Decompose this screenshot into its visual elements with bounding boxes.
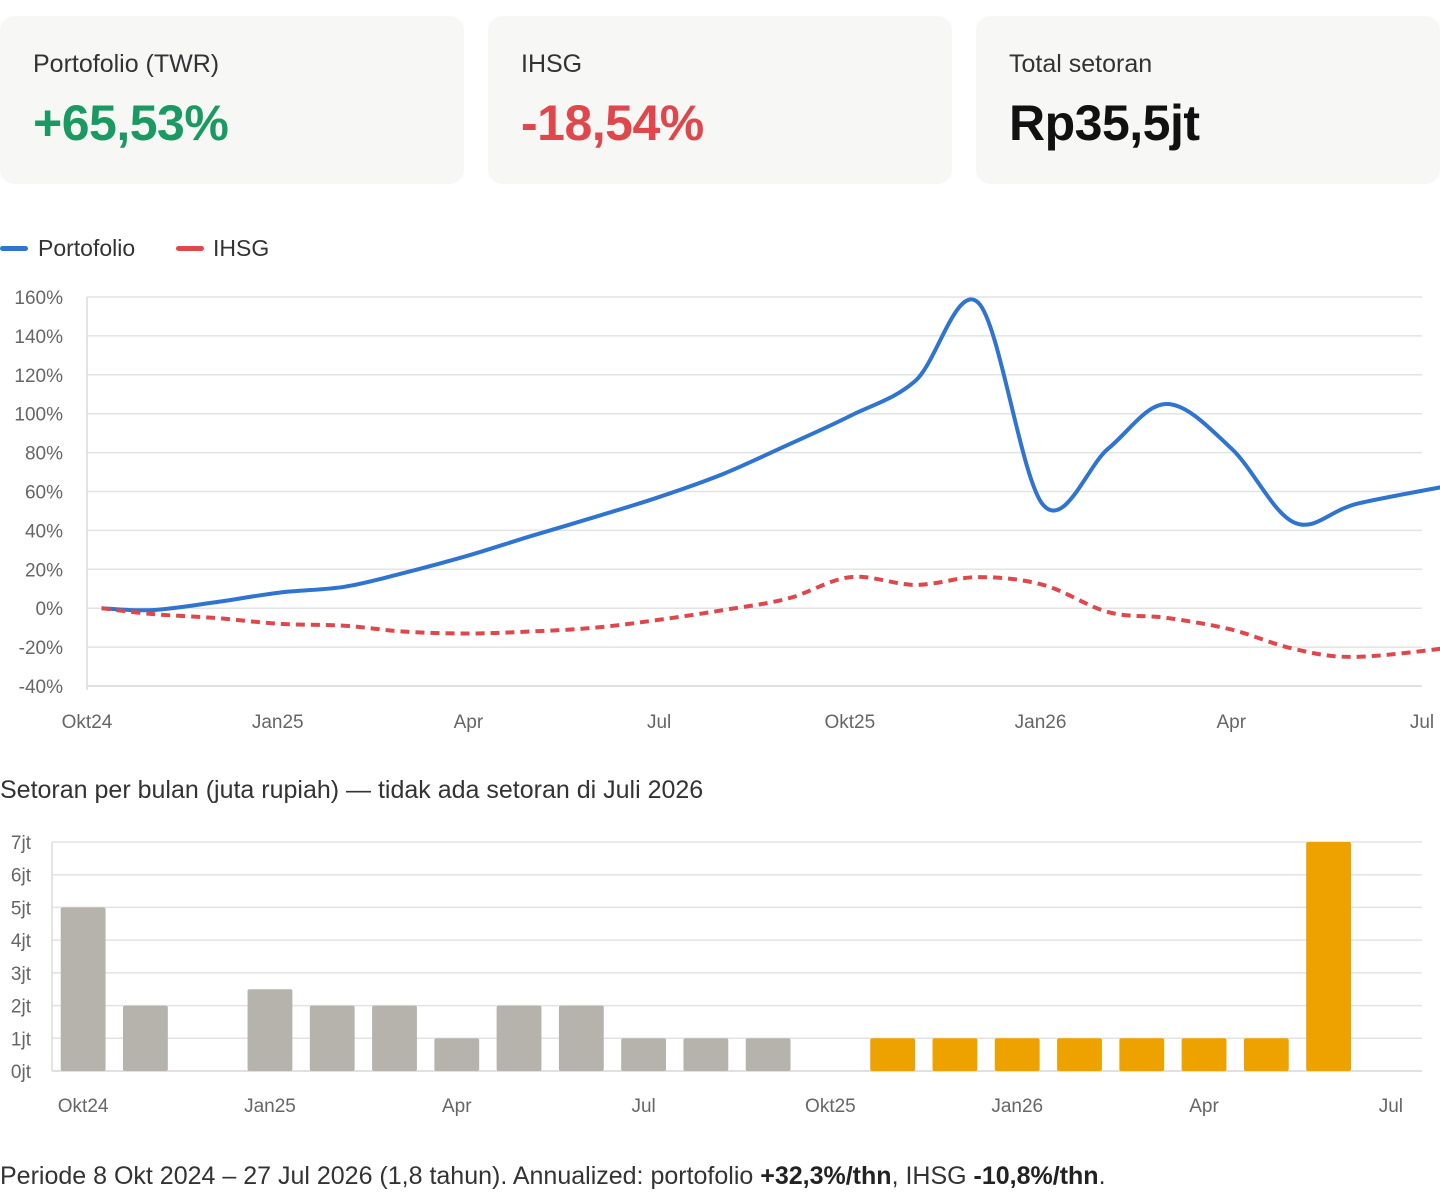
- y-tick-label: 5jt: [11, 898, 32, 919]
- y-tick-label: 3jt: [11, 964, 32, 985]
- period-summary-prefix: Periode 8 Okt 2024 – 27 Jul 2026 (1,8 ta…: [0, 1162, 761, 1190]
- x-tick-label: Jul: [1379, 1096, 1403, 1117]
- line-chart-gridlines: [87, 296, 1422, 687]
- x-tick-label: Jul: [647, 712, 671, 733]
- card-value: Rp35,5jt: [1009, 95, 1200, 151]
- bar-jan26: [994, 1038, 1040, 1071]
- bar-jul25: [621, 1038, 667, 1071]
- bar-agu25: [683, 1038, 729, 1071]
- x-tick-label: Okt25: [825, 712, 876, 733]
- bar-mei26: [1243, 1038, 1289, 1071]
- card-label: IHSG: [521, 50, 583, 78]
- bar-nov25: [870, 1038, 916, 1071]
- y-tick-label: 0jt: [11, 1062, 32, 1083]
- bar-mar25: [372, 1005, 417, 1071]
- line-chart-y-ticks: 160% 140% 120% 100% 80% 60% 40% 20% 0% -20% -40%: [14, 288, 63, 698]
- bar-apr25: [434, 1038, 480, 1071]
- x-tick-label: Okt24: [58, 1096, 109, 1117]
- period-summary: Periode 8 Okt 2024 – 27 Jul 2026 (1,8 ta…: [0, 1162, 1106, 1191]
- bar-nov24: [122, 1005, 168, 1071]
- period-summary-suffix: .: [1098, 1162, 1106, 1190]
- card-value: +65,53%: [33, 95, 229, 151]
- summary-cards: Portofolio (TWR) +65,53% IHSG -18,54% To…: [0, 16, 1440, 184]
- bar-okt24: [60, 907, 106, 1071]
- x-tick-label: Jul: [1410, 712, 1434, 733]
- y-tick-label: 140%: [14, 327, 63, 348]
- bars: [60, 842, 1352, 1071]
- legend-swatch-portofolio: [0, 246, 28, 251]
- legend-item-ihsg[interactable]: IHSG: [176, 232, 269, 264]
- y-tick-label: 80%: [25, 444, 63, 465]
- period-summary-middle: , IHSG: [891, 1162, 974, 1190]
- x-tick-label: Apr: [454, 712, 484, 733]
- legend-label: Portofolio: [38, 235, 136, 261]
- portfolio-card: Portofolio (TWR) +65,53%: [0, 16, 464, 184]
- y-tick-label: 6jt: [11, 866, 32, 887]
- y-tick-label: 60%: [25, 483, 63, 504]
- series-line-portofolio: [101, 297, 1440, 613]
- ihsg-card: IHSG -18,54%: [488, 16, 952, 184]
- portfolio-annualized-rate: +32,3%/thn: [760, 1162, 892, 1190]
- y-tick-label: 160%: [14, 288, 63, 309]
- x-tick-label: Jan25: [244, 1096, 296, 1117]
- bar-des25: [932, 1038, 978, 1071]
- ihsg-annualized-rate: -10,8%/thn: [973, 1162, 1099, 1190]
- bar-sep25: [745, 1038, 791, 1071]
- x-tick-label: Apr: [1189, 1096, 1219, 1117]
- x-tick-label: Jan25: [252, 712, 304, 733]
- y-tick-label: 4jt: [11, 931, 32, 952]
- bar-feb26: [1057, 1038, 1102, 1071]
- bar-jun26: [1306, 842, 1352, 1071]
- card-label: Portofolio (TWR): [33, 50, 220, 78]
- series-line-ihsg: [101, 574, 1440, 659]
- y-tick-label: -40%: [19, 677, 63, 698]
- x-tick-label: Jan26: [991, 1096, 1043, 1117]
- legend-item-portofolio[interactable]: Portofolio: [0, 232, 135, 264]
- bar-mei25: [496, 1005, 542, 1071]
- y-tick-label: 7jt: [11, 833, 32, 854]
- x-tick-label: Jul: [631, 1096, 655, 1117]
- y-tick-label: 20%: [25, 560, 63, 581]
- bar-jun25: [558, 1005, 604, 1071]
- line-chart-x-ticks: Okt24 Jan25 Apr Jul Okt25 Jan26 Apr Jul: [62, 712, 1435, 733]
- performance-line-chart: 160% 140% 120% 100% 80% 60% 40% 20% 0% -20% -40% Ok…: [14, 288, 1440, 733]
- y-tick-label: 0%: [36, 599, 64, 620]
- y-tick-label: 40%: [25, 521, 63, 542]
- y-tick-label: -20%: [19, 638, 63, 659]
- bar-jan25: [247, 989, 293, 1071]
- card-value: -18,54%: [521, 95, 704, 151]
- legend-label: IHSG: [213, 235, 270, 261]
- x-tick-label: Jan26: [1015, 712, 1067, 733]
- y-tick-label: 2jt: [11, 997, 32, 1018]
- bar-chart-y-ticks: 7jt 6jt 5jt 4jt 3jt 2jt 1jt 0jt: [11, 833, 32, 1083]
- bar-mar26: [1119, 1038, 1165, 1071]
- bar-chart-x-ticks: Okt24 Jan25 Apr Jul Okt25 Jan26 Apr Jul: [58, 1096, 1403, 1117]
- legend-swatch-ihsg: [176, 246, 204, 251]
- x-tick-label: Okt25: [805, 1096, 856, 1117]
- x-tick-label: Apr: [442, 1096, 472, 1117]
- bar-chart-caption: Setoran per bulan (juta rupiah) — tidak …: [0, 776, 704, 804]
- y-tick-label: 120%: [14, 366, 63, 387]
- y-tick-label: 1jt: [11, 1029, 32, 1050]
- y-tick-label: 100%: [14, 405, 63, 426]
- bar-feb25: [309, 1005, 355, 1071]
- total-deposit-card: Total setoran Rp35,5jt: [976, 16, 1440, 184]
- monthly-deposit-bar-chart: 7jt 6jt 5jt 4jt 3jt 2jt 1jt 0jt Okt24 Jan25 Apr Jul…: [11, 833, 1422, 1117]
- x-tick-label: Okt24: [62, 712, 113, 733]
- card-label: Total setoran: [1009, 50, 1153, 78]
- bar-apr26: [1181, 1038, 1227, 1071]
- x-tick-label: Apr: [1216, 712, 1246, 733]
